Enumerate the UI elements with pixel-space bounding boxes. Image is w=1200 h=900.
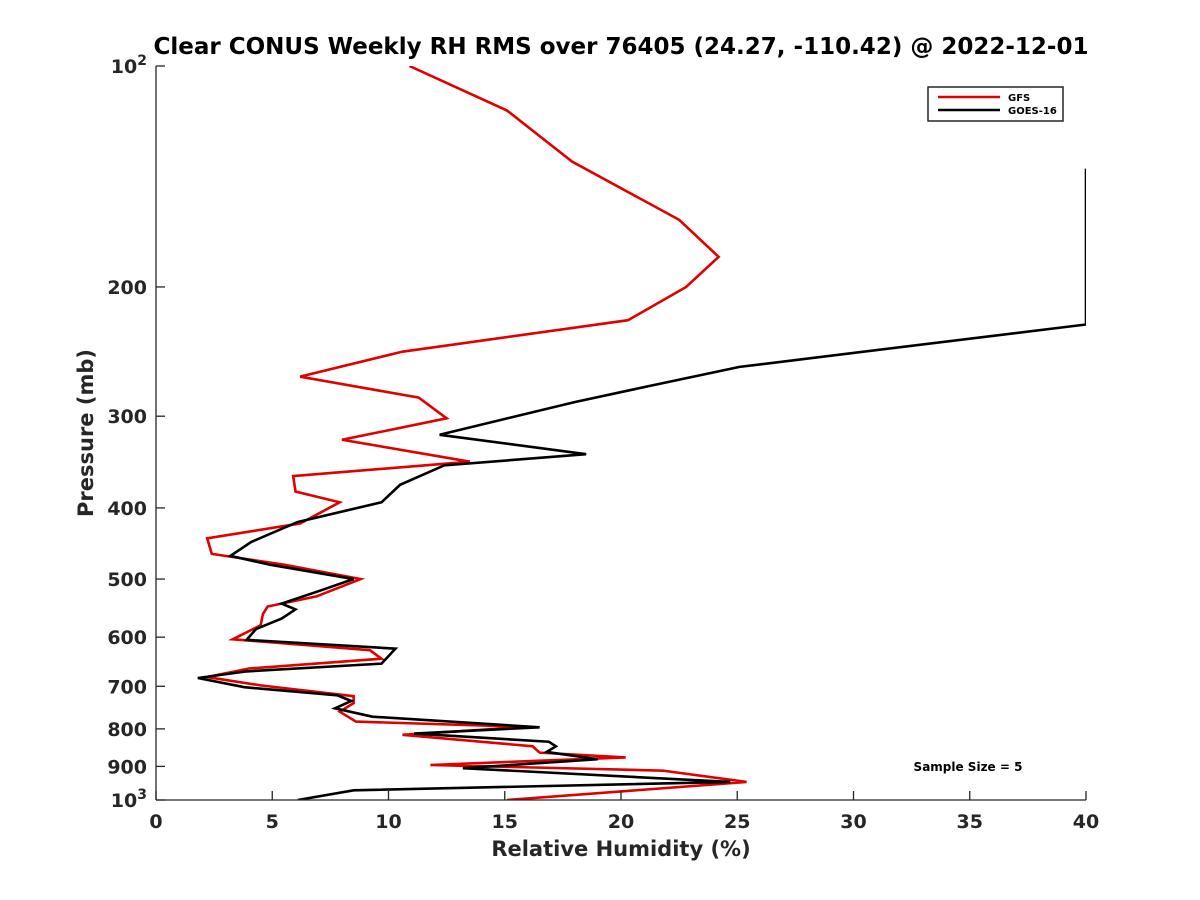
y-tick-label: 300 [107,406,147,428]
x-axis-label: Relative Humidity (%) [491,837,750,861]
series-layer [197,66,1086,800]
x-tick-label: 30 [840,811,866,833]
x-tick-label: 20 [608,811,634,833]
y-tick-label: 600 [107,627,147,649]
x-tick-label: 15 [492,811,518,833]
y-axis: 102 200 300 400 500 600 700 800 900 103 [107,53,165,812]
y-tick-label: 103 [111,787,147,812]
legend: GFS GOES-16 [927,86,1064,122]
legend-label: GFS [1008,93,1030,104]
y-tick-label: 700 [107,676,147,698]
x-tick-label: 25 [724,811,750,833]
x-tick-label: 35 [957,811,983,833]
x-tick-label: 0 [149,811,162,833]
chart-title: Clear CONUS Weekly RH RMS over 76405 (24… [154,34,1089,60]
legend-box [927,86,1064,122]
x-tick-label: 10 [375,811,401,833]
legend-label: GOES-16 [1008,106,1057,117]
sample-size-annotation: Sample Size = 5 [914,760,1023,774]
y-tick-label: 102 [111,53,147,78]
y-tick-label: 200 [107,277,147,299]
series-line-goes-16 [197,168,1086,800]
y-tick-label: 500 [107,569,147,591]
y-tick-label: 800 [107,719,147,741]
x-tick-label: 5 [266,811,279,833]
y-tick-label: 400 [107,498,147,520]
x-axis: 0 5 10 15 20 25 30 35 40 [149,791,1099,833]
y-tick-label: 900 [107,756,147,778]
y-axis-label: Pressure (mb) [74,349,98,517]
x-tick-label: 40 [1073,811,1099,833]
